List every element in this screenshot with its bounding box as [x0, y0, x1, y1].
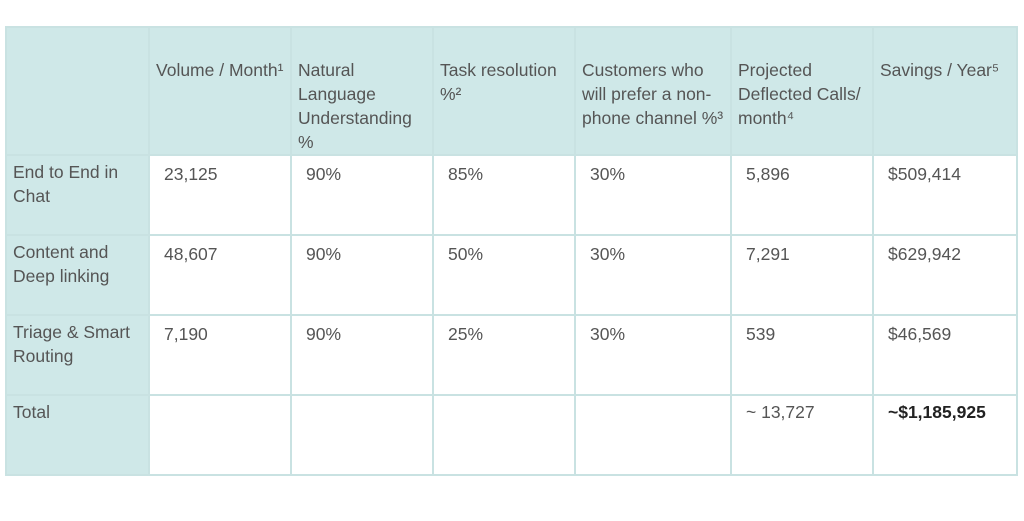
row-label: Content and Deep linking	[5, 234, 150, 316]
table-cell: 25%	[432, 314, 576, 396]
table-cell: 539	[730, 314, 874, 396]
table-cell: 30%	[574, 234, 732, 316]
table-cell	[148, 394, 292, 476]
row-label-total: Total	[5, 394, 150, 476]
table-cell	[290, 394, 434, 476]
table-row: End to End in Chat 23,125 90% 85% 30% 5,…	[5, 154, 1018, 236]
total-row: Total ~ 13,727 ~$1,185,925	[5, 394, 1018, 476]
header-cell-savings: Savings / Year⁵	[872, 26, 1018, 156]
table-cell: 30%	[574, 154, 732, 236]
savings-table: Volume / Month¹ Natural Language Underst…	[5, 26, 1018, 476]
header-cell-nlu: Natural Language Understanding %	[290, 26, 434, 156]
table-cell: 90%	[290, 234, 434, 316]
table-cell: 90%	[290, 314, 434, 396]
table-cell: 7,291	[730, 234, 874, 316]
header-cell-deflected-calls: Projected Deflected Calls/ month⁴	[730, 26, 874, 156]
table-row: Triage & Smart Routing 7,190 90% 25% 30%…	[5, 314, 1018, 396]
header-cell-corner	[5, 26, 150, 156]
table-cell: 5,896	[730, 154, 874, 236]
table-cell	[574, 394, 732, 476]
row-label: Triage & Smart Routing	[5, 314, 150, 396]
table-cell: $509,414	[872, 154, 1018, 236]
table-cell	[432, 394, 576, 476]
table-cell: 30%	[574, 314, 732, 396]
total-savings: ~$1,185,925	[872, 394, 1018, 476]
table-cell: $629,942	[872, 234, 1018, 316]
table-cell: 90%	[290, 154, 434, 236]
table-cell: 48,607	[148, 234, 292, 316]
header-row: Volume / Month¹ Natural Language Underst…	[5, 26, 1018, 156]
header-cell-non-phone: Customers who will prefer a non-phone ch…	[574, 26, 732, 156]
table-row: Content and Deep linking 48,607 90% 50% …	[5, 234, 1018, 316]
total-deflected-calls: ~ 13,727	[730, 394, 874, 476]
row-label: End to End in Chat	[5, 154, 150, 236]
header-cell-task-resolution: Task resolution %²	[432, 26, 576, 156]
table-cell: 85%	[432, 154, 576, 236]
table-cell: $46,569	[872, 314, 1018, 396]
table-cell: 50%	[432, 234, 576, 316]
header-cell-volume: Volume / Month¹	[148, 26, 292, 156]
table-cell: 23,125	[148, 154, 292, 236]
table-cell: 7,190	[148, 314, 292, 396]
